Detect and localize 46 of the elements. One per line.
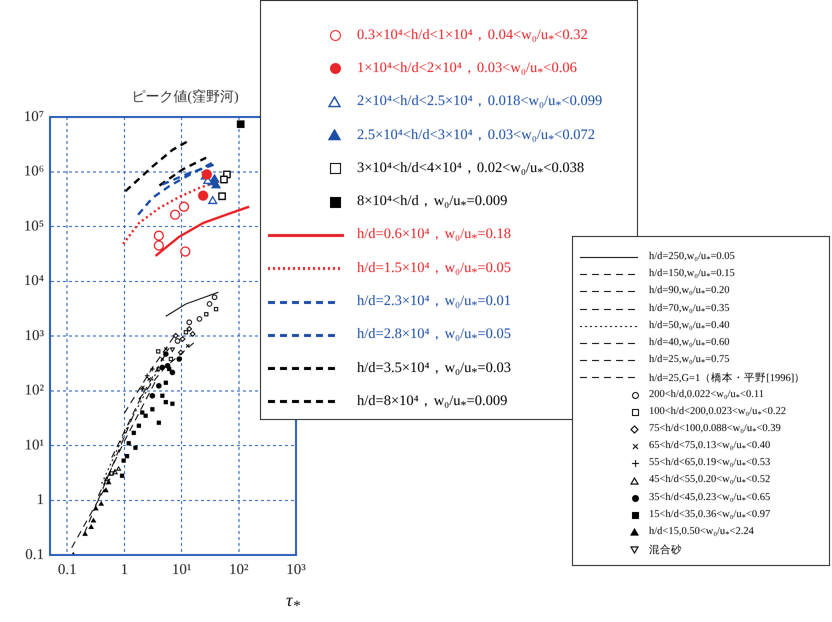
legend-label: h/d=25,G=1（橋本・平野[1996]） [649, 371, 806, 385]
legend-label: 200<h/d,0.022<w₀/u$_{*}$<0.11 [649, 388, 764, 402]
legend-label: h/d=90,w₀/u$_{*}$=0.20 [649, 285, 730, 299]
legend-label: h/d=50,w₀/u$_{*}$=0.40 [649, 320, 730, 333]
legend-label: h/d=2.3×10⁴，w₀/u$_{*}$=0.01 [357, 292, 511, 313]
legend-label: 3×10⁴<h/d<4×10⁴，0.02<w₀/u$_{*}$<0.038 [357, 158, 584, 180]
y-tick-label: 1 [36, 492, 44, 508]
x-axis-title: τ$_{*}$ [286, 590, 300, 616]
legend-label: h/d=0.6×10⁴，w₀/u$_{*}$=0.18 [357, 225, 511, 246]
legend-label: 35<h/d<45,0.23<w₀/u$_{*}$<0.65 [649, 492, 770, 505]
legend-label: 75<h/d<100,0.088<w₀/u$_{*}$<0.39 [649, 422, 781, 436]
x-tick-label: 10³ [286, 562, 306, 578]
x-tick-label: 10¹ [172, 562, 192, 578]
chart-title: ピーク値(窪野河) [130, 88, 240, 106]
legend-label: 100<h/d<200,0.023<w₀/u$_{*}$<0.22 [649, 406, 786, 419]
legend-label: 2×10⁴<h/d<2.5×10⁴，0.018<w₀/u$_{*}$<0.099 [357, 92, 602, 114]
legend-label: h/d=250,w₀/u$_{*}$=0.05 [649, 251, 735, 264]
legend-label: 0.3×10⁴<h/d<1×10⁴，0.04<w₀/u$_{*}$<0.32 [357, 26, 588, 47]
legend-label: 65<h/d<75,0.13<w₀/u$_{*}$<0.40 [649, 440, 770, 454]
y-tick-label: 10¹ [24, 437, 44, 454]
legend-label: 15<h/d<35,0.36<w₀/u$_{*}$<0.97 [649, 508, 770, 522]
y-tick-label: 10⁷ [24, 108, 44, 125]
legend-label: h/d=1.5×10⁴，w₀/u$_{*}$=0.05 [357, 258, 511, 280]
x-tick-label: 10² [229, 562, 250, 578]
legend-label: h/d<15,0.50<w₀/u$_{*}$<2.24 [649, 526, 754, 540]
legend-label: h/d=40,w₀/u$_{*}$=0.60 [649, 336, 730, 350]
legend-label: h/d=2.8×10⁴，w₀/u$_{*}$=0.05 [357, 325, 511, 346]
legend-label: 2.5×10⁴<h/d<3×10⁴，0.03<w₀/u$_{*}$<0.072 [357, 126, 595, 146]
y-tick-label: 10² [24, 382, 44, 399]
x-tick-label: 1 [120, 562, 128, 578]
legend-label: h/d=150,w₀/u$_{*}$=0.15 [649, 268, 735, 282]
legend-label: h/d=3.5×10⁴，w₀/u$_{*}$=0.03 [357, 358, 511, 380]
legend-label: 8×10⁴<h/d，w₀/u$_{*}$=0.009 [357, 192, 508, 214]
legend-label: h/d=70,w₀/u$_{*}$=0.35 [649, 302, 730, 316]
legend-label: 45<h/d<55,0.20<w₀/u$_{*}$<0.52 [649, 474, 770, 488]
legend-label: 55<h/d<65,0.19<w₀/u$_{*}$<0.53 [649, 457, 770, 470]
y-tick-label: 10⁵ [24, 218, 44, 234]
legend-label: 1×10⁴<h/d<2×10⁴，0.03<w₀/u$_{*}$<0.06 [357, 59, 577, 80]
y-tick-label: 10⁶ [24, 164, 44, 180]
y-tick-label: 10³ [24, 328, 44, 344]
y-tick-label: 10⁴ [24, 273, 44, 290]
x-tick-label: 0.1 [58, 562, 77, 578]
y-tick-label: 0.1 [25, 546, 44, 563]
legend-label: h/d=8×10⁴，w₀/u$_{*}$=0.009 [357, 392, 508, 413]
legend-label: h/d=25,w₀/u$_{*}$=0.75 [649, 354, 730, 368]
legend-label: 混合砂 [649, 543, 682, 557]
